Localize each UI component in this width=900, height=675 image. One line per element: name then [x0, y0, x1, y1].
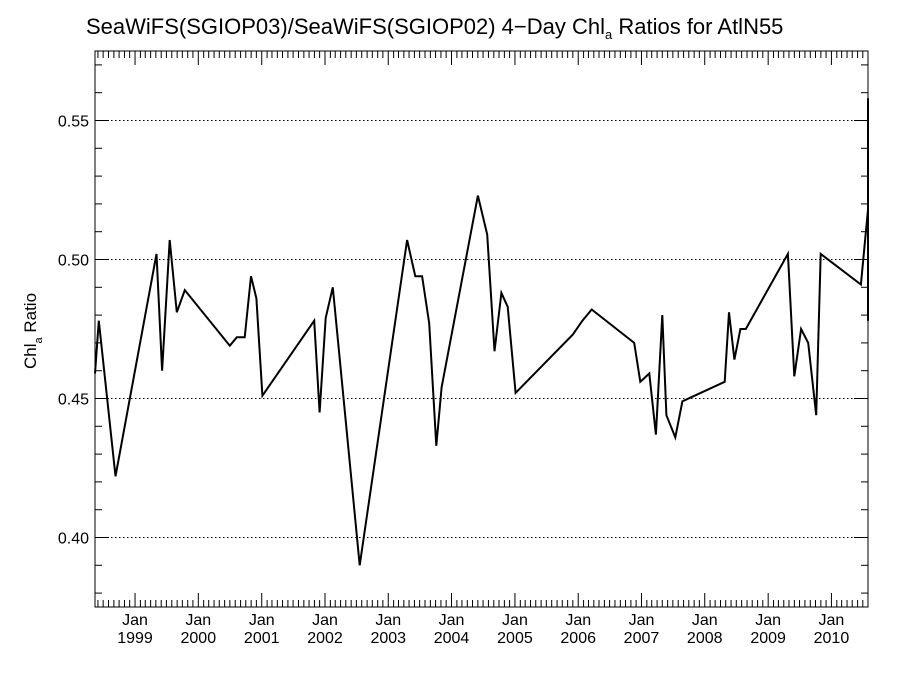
series-layer — [94, 98, 869, 566]
x-tick-label-year: 2002 — [307, 630, 343, 647]
x-tick-label-month: Jan — [439, 612, 465, 629]
y-tick-label: 0.40 — [58, 531, 89, 548]
y-tick-labels: 0.40 0.45 0.50 0.55 — [58, 114, 89, 548]
x-tick-label-year: 2010 — [814, 630, 850, 647]
x-tick-label-month: Jan — [629, 612, 655, 629]
x-tick-label-year: 2001 — [244, 630, 280, 647]
x-tick-label-month: Jan — [185, 612, 211, 629]
plot-frame — [94, 50, 869, 608]
x-tick-label-year: 2004 — [434, 630, 470, 647]
y-tick-label: 0.50 — [58, 253, 89, 270]
chart-title-main: SeaWiFS(SGIOP03)/SeaWiFS(SGIOP02) 4−Day … — [86, 14, 605, 39]
chart-title-rest: Ratios for AtlN55 — [612, 14, 784, 39]
x-tick-label-year: 2000 — [181, 630, 217, 647]
x-tick-label-month: Jan — [502, 612, 528, 629]
x-tick-label-month: Jan — [565, 612, 591, 629]
x-tick-label-month: Jan — [692, 612, 718, 629]
x-tick-label-year: 2005 — [497, 630, 533, 647]
grid-lines — [95, 120, 868, 538]
x-tick-label-year: 2008 — [687, 630, 723, 647]
x-tick-label-year: 2006 — [560, 630, 596, 647]
x-tick-label-year: 1999 — [117, 630, 153, 647]
x-tick-label-year: 2009 — [750, 630, 786, 647]
x-tick-label-year: 2007 — [624, 630, 660, 647]
chart-title-subscript: a — [605, 27, 613, 42]
x-tick-label-year: 2003 — [370, 630, 406, 647]
y-axis-label: Chla Ratio — [21, 293, 45, 369]
x-tick-label-month: Jan — [249, 612, 275, 629]
x-tick-label-month: Jan — [819, 612, 845, 629]
y-tick-label: 0.55 — [58, 114, 89, 131]
y-tick-label: 0.45 — [58, 392, 89, 409]
x-tick-label-month: Jan — [312, 612, 338, 629]
x-tick-labels: Jan1999Jan2000Jan2001Jan2002Jan2003Jan20… — [117, 612, 849, 647]
x-tick-label-month: Jan — [122, 612, 148, 629]
x-tick-label-month: Jan — [375, 612, 401, 629]
axis-ticks — [95, 51, 868, 607]
series-line — [94, 98, 869, 566]
x-tick-label-month: Jan — [755, 612, 781, 629]
chart-title: SeaWiFS(SGIOP03)/SeaWiFS(SGIOP02) 4−Day … — [0, 14, 900, 54]
